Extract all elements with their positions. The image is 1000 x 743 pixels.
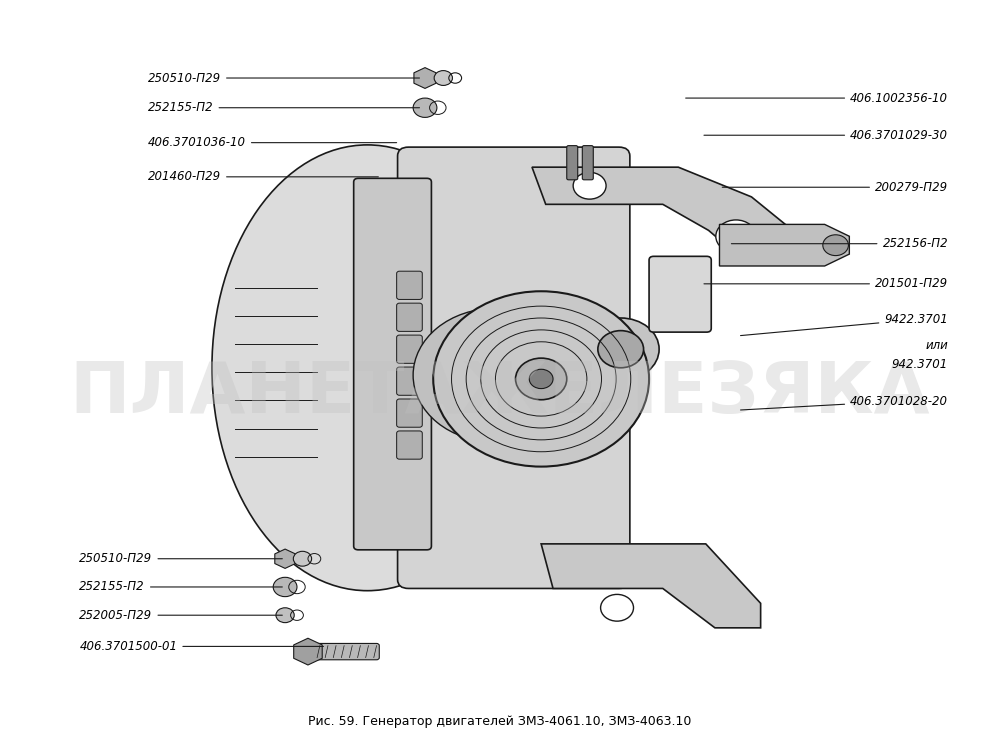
Text: ПЛАНЕТАЖЕЛЕЗЯКА: ПЛАНЕТАЖЕЛЕЗЯКА [70,360,930,428]
Circle shape [293,551,312,566]
FancyBboxPatch shape [397,399,422,427]
Text: 252156-П2: 252156-П2 [731,237,948,250]
Circle shape [433,291,649,467]
Text: Рис. 59. Генератор двигателей ЗМЗ-4061.10, ЗМЗ-4063.10: Рис. 59. Генератор двигателей ЗМЗ-4061.1… [308,716,692,728]
Text: 942.3701: 942.3701 [892,357,948,371]
Circle shape [413,308,578,442]
Circle shape [413,98,437,117]
FancyBboxPatch shape [301,643,379,660]
FancyBboxPatch shape [398,147,630,588]
Text: 252155-П2: 252155-П2 [79,580,282,594]
Text: или: или [925,339,948,352]
Ellipse shape [212,145,523,591]
Circle shape [529,369,553,389]
Circle shape [276,608,294,623]
Circle shape [434,71,452,85]
Text: 406.3701028-20: 406.3701028-20 [741,395,948,410]
Text: 9422.3701: 9422.3701 [741,313,948,336]
Circle shape [716,220,756,253]
Circle shape [598,331,644,368]
Text: 250510-П29: 250510-П29 [79,552,282,565]
FancyBboxPatch shape [354,178,431,550]
Text: 406.3701500-01: 406.3701500-01 [79,640,323,653]
Polygon shape [541,544,761,628]
Text: 200279-П29: 200279-П29 [722,181,948,194]
FancyBboxPatch shape [397,335,422,363]
Circle shape [573,172,606,199]
Circle shape [273,577,297,597]
Polygon shape [719,224,849,266]
Circle shape [474,336,580,422]
Text: 250510-П29: 250510-П29 [148,71,419,85]
Circle shape [582,318,659,380]
Text: 406.3701029-30: 406.3701029-30 [704,129,948,142]
FancyBboxPatch shape [397,271,422,299]
FancyBboxPatch shape [397,367,422,395]
Text: 406.3701036-10: 406.3701036-10 [148,136,397,149]
Polygon shape [532,167,791,262]
FancyBboxPatch shape [649,256,711,332]
Circle shape [823,235,848,256]
Text: 201501-П29: 201501-П29 [704,277,948,291]
Text: 252155-П2: 252155-П2 [148,101,419,114]
FancyBboxPatch shape [582,146,593,180]
Circle shape [601,594,634,621]
Text: 252005-П29: 252005-П29 [79,609,282,622]
FancyBboxPatch shape [567,146,578,180]
FancyBboxPatch shape [397,303,422,331]
Circle shape [516,358,567,400]
Text: 201460-П29: 201460-П29 [148,170,378,184]
Text: 406.1002356-10: 406.1002356-10 [686,91,948,105]
FancyBboxPatch shape [397,431,422,459]
